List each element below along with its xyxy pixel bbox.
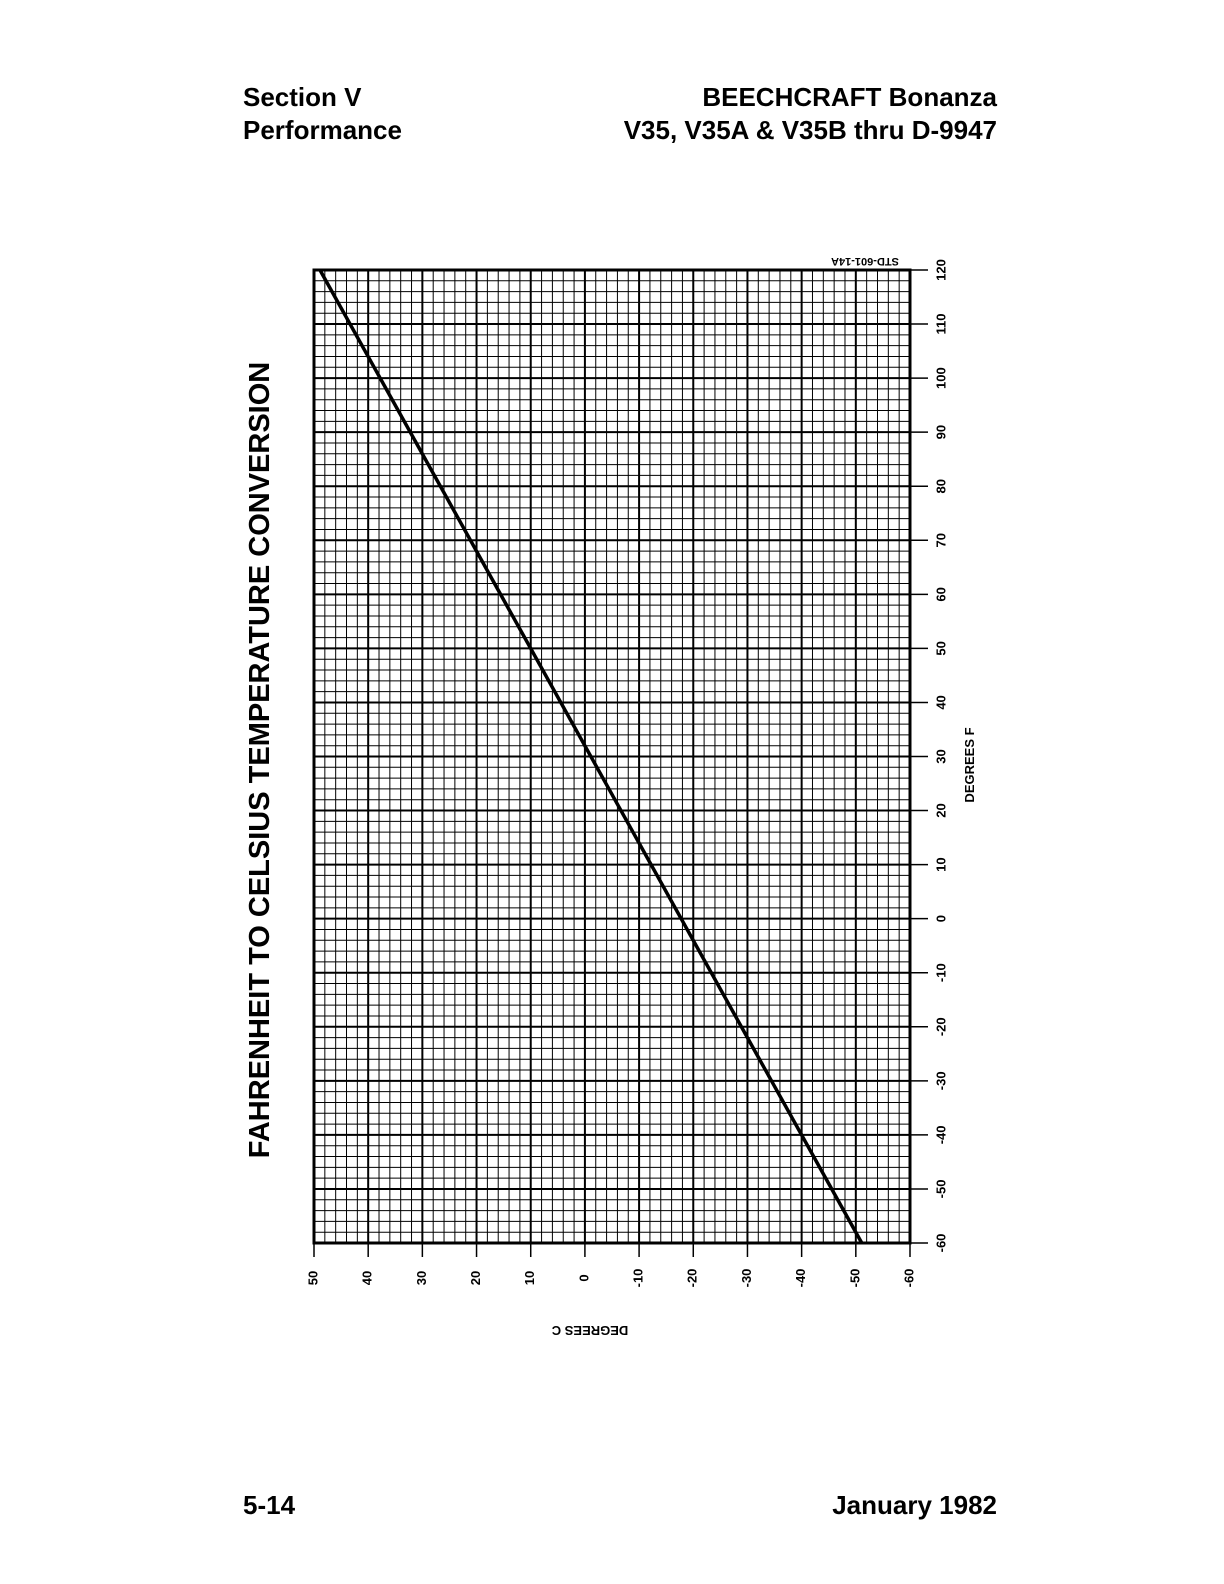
y-tick-label: 70 — [933, 533, 948, 547]
y-tick-label: -30 — [933, 1071, 948, 1090]
y-tick-label: 110 — [933, 314, 948, 335]
y-tick-label: -40 — [933, 1125, 948, 1144]
x-tick-label: -20 — [685, 1269, 700, 1288]
section: Section V — [243, 82, 362, 112]
x-axis-label: DEGREES C — [551, 1323, 628, 1338]
x-tick-label: 50 — [305, 1271, 320, 1285]
date: January 1982 — [832, 1490, 997, 1520]
y-tick-label: 50 — [933, 641, 948, 655]
x-tick-label: -30 — [739, 1269, 754, 1288]
aircraft: BEECHCRAFT Bonanza — [702, 82, 997, 112]
y-tick-label: 60 — [933, 587, 948, 601]
y-tick-label: 80 — [933, 479, 948, 493]
plot-frame — [312, 268, 912, 1245]
y-tick-label: -20 — [933, 1017, 948, 1036]
conversion-line — [318, 269, 864, 1244]
x-tick-label: -10 — [631, 1269, 646, 1288]
page-number: 5-14 — [243, 1490, 296, 1520]
y-tick-label: -10 — [933, 963, 948, 982]
x-tick-label: 20 — [468, 1271, 483, 1285]
x-tick-label: 10 — [522, 1271, 537, 1285]
y-tick-label: 90 — [933, 425, 948, 439]
subsection: Performance — [243, 115, 402, 145]
y-tick-label: 30 — [933, 749, 948, 763]
y-tick-label: 20 — [933, 803, 948, 817]
y-axis-label: DEGREES F — [962, 727, 977, 802]
chart-title: FAHRENHEIT TO CELSIUS TEMPERATURE CONVER… — [244, 362, 276, 1159]
x-tick-label: -60 — [901, 1269, 916, 1288]
y-tick-label: -50 — [933, 1180, 948, 1199]
y-tick-label: 120 — [933, 259, 948, 281]
x-tick-label: 40 — [360, 1271, 375, 1285]
y-tick-label: -60 — [933, 1234, 948, 1253]
y-tick-label: 0 — [933, 915, 948, 922]
y-tick-label: 100 — [933, 367, 948, 389]
x-tick-label: 0 — [576, 1274, 591, 1281]
models: V35, V35A & V35B thru D-9947 — [624, 115, 997, 145]
y-tick-label: 40 — [933, 695, 948, 709]
x-tick-label: -40 — [793, 1269, 808, 1288]
annotation: STD-601-14A — [831, 255, 899, 267]
x-tick-label: 30 — [414, 1271, 429, 1285]
y-tick-label: 10 — [933, 857, 948, 871]
x-tick-label: -50 — [847, 1269, 862, 1288]
